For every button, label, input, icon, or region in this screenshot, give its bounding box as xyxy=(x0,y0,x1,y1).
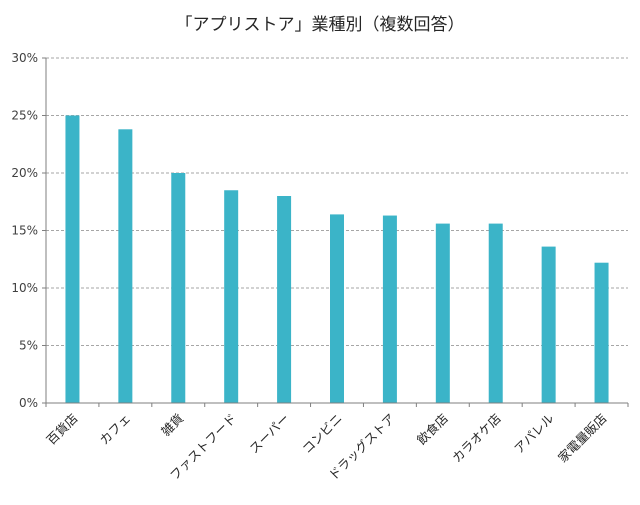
x-tick-label: 百貨店 xyxy=(43,411,80,448)
x-tick-label: アパレル xyxy=(511,411,557,457)
y-tick-label: 0% xyxy=(19,396,38,410)
y-tick-labels: 0% 5% 10% 15% 20% 25% 30% xyxy=(11,51,38,410)
bar xyxy=(330,214,344,403)
y-tick-label: 20% xyxy=(11,166,38,180)
chart-title: 「アプリストア」業種別（複数回答） xyxy=(176,15,465,35)
x-tick-label: カラオケ店 xyxy=(449,411,504,466)
bar xyxy=(435,223,450,403)
bar xyxy=(65,115,80,403)
y-tick-label: 15% xyxy=(11,224,38,238)
x-tick-label: コンビニ xyxy=(299,411,345,457)
y-tick-label: 5% xyxy=(19,339,38,353)
bar xyxy=(171,173,186,403)
x-tick-label: スーパー xyxy=(246,411,292,457)
bars xyxy=(65,115,609,404)
bar xyxy=(277,196,292,403)
bar xyxy=(382,215,397,403)
x-tick-label: 雑貨 xyxy=(158,411,186,439)
bar xyxy=(541,246,556,403)
x-tick-label: 飲食店 xyxy=(414,411,451,448)
y-tick-label: 30% xyxy=(11,51,38,65)
y-tick-label: 25% xyxy=(11,109,38,123)
bar xyxy=(118,129,133,404)
bar xyxy=(594,262,609,403)
bar xyxy=(224,190,239,403)
axes xyxy=(42,57,629,407)
y-tick-label: 10% xyxy=(11,281,38,295)
bar xyxy=(488,223,503,403)
x-tick-label: 家電量販店 xyxy=(555,411,610,466)
x-tick-label: カフェ xyxy=(96,411,133,448)
